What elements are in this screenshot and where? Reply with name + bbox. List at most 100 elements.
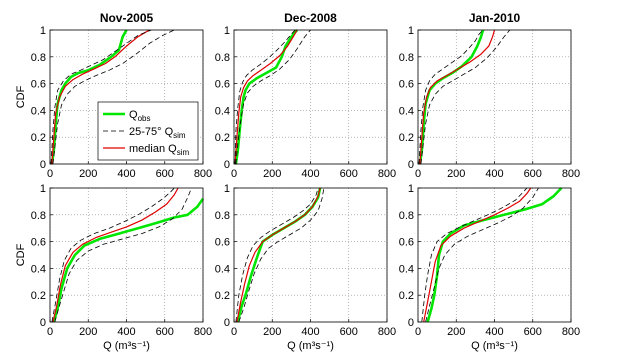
series-line-3 bbox=[418, 29, 484, 165]
y-tick-label: 1 bbox=[408, 183, 414, 195]
subplot-4: 0 200 400 600 800 0 0.2 0.4 0.6 0.8 1 CDF Q (m³s⁻¹) bbox=[15, 183, 212, 352]
legend-label: median Qsim bbox=[129, 143, 189, 157]
x-tick-label: 200 bbox=[79, 326, 97, 338]
series-line-1 bbox=[234, 29, 299, 165]
series-line-4 bbox=[420, 29, 511, 165]
x-tick-label: 0 bbox=[415, 168, 421, 180]
y-tick-label: 0.6 bbox=[215, 237, 230, 249]
y-tick-label: 0.8 bbox=[31, 210, 46, 222]
x-tick-label: 600 bbox=[340, 326, 358, 338]
y-tick-label: 0.8 bbox=[215, 210, 230, 222]
series-line-4 bbox=[54, 187, 192, 323]
y-tick-label: 1 bbox=[408, 25, 414, 37]
subplot-3: 0 200 400 600 800 0 0.2 0.4 0.6 0.8 1 Jan-2010 bbox=[399, 11, 580, 180]
legend: Qobs 25-75° Qsim median Qsim bbox=[97, 101, 199, 161]
series-line-4 bbox=[235, 29, 311, 165]
x-tick-label: 800 bbox=[378, 168, 396, 180]
y-tick-label: 0.2 bbox=[31, 290, 46, 302]
x-tick-label: 200 bbox=[79, 168, 97, 180]
x-tick-label: 0 bbox=[231, 326, 237, 338]
x-tick-label: 400 bbox=[117, 168, 135, 180]
y-tick-label: 0.8 bbox=[215, 52, 230, 64]
y-tick-label: 0.4 bbox=[31, 105, 46, 117]
series-line-3 bbox=[421, 187, 528, 323]
y-tick-label: 0.8 bbox=[399, 210, 414, 222]
y-tick-label: 0.4 bbox=[31, 263, 46, 275]
series-line-4 bbox=[238, 187, 325, 323]
x-axis-label: Q (m³s⁻¹) bbox=[103, 340, 150, 352]
x-tick-label: 200 bbox=[263, 326, 281, 338]
x-tick-label: 600 bbox=[524, 168, 542, 180]
x-tick-label: 800 bbox=[194, 326, 212, 338]
x-tick-label: 600 bbox=[340, 168, 358, 180]
y-tick-label: 0.8 bbox=[31, 52, 46, 64]
y-tick-label: 0.2 bbox=[215, 132, 230, 144]
series-line-4 bbox=[425, 187, 539, 323]
subplot-title: Nov-2005 bbox=[100, 11, 154, 25]
x-tick-label: 800 bbox=[562, 326, 580, 338]
series-line-3 bbox=[234, 29, 296, 165]
x-axis-label: Q (m³s⁻¹) bbox=[287, 340, 334, 352]
y-tick-label: 0.2 bbox=[399, 290, 414, 302]
series-line-3 bbox=[51, 187, 175, 323]
series-line-2 bbox=[51, 29, 150, 165]
series-line-2 bbox=[236, 187, 321, 323]
y-tick-label: 1 bbox=[40, 25, 46, 37]
x-tick-label: 200 bbox=[447, 168, 465, 180]
subplot-2: 0 200 400 600 800 0 0.2 0.4 0.6 0.8 1 Dec-2008 bbox=[215, 11, 396, 180]
y-tick-label: 1 bbox=[224, 183, 230, 195]
series-line-1 bbox=[52, 197, 205, 323]
legend-label: Qobs bbox=[129, 109, 150, 123]
y-tick-label: 0.8 bbox=[399, 52, 414, 64]
y-tick-label: 0 bbox=[224, 159, 230, 171]
x-tick-label: 400 bbox=[485, 168, 503, 180]
x-tick-label: 600 bbox=[156, 326, 174, 338]
series-line-1 bbox=[50, 29, 128, 165]
series-line-2 bbox=[423, 187, 532, 323]
y-tick-label: 0.6 bbox=[399, 79, 414, 91]
y-tick-label: 0.6 bbox=[215, 79, 230, 91]
y-axis-label: CDF bbox=[15, 85, 27, 108]
subplot-title: Jan-2010 bbox=[469, 11, 521, 25]
y-tick-label: 0 bbox=[408, 159, 414, 171]
y-tick-label: 0 bbox=[40, 159, 46, 171]
subplot-title: Dec-2008 bbox=[284, 11, 337, 25]
x-tick-label: 200 bbox=[447, 326, 465, 338]
y-tick-label: 0.2 bbox=[215, 290, 230, 302]
series-line-3 bbox=[50, 29, 152, 165]
y-tick-label: 0.6 bbox=[399, 237, 414, 249]
subplot-1: 0 200 400 600 800 0 0.2 0.4 0.6 0.8 1 Nov-2005 CDF Qo… bbox=[15, 11, 212, 180]
x-tick-label: 0 bbox=[47, 326, 53, 338]
legend-label: 25-75° Qsim bbox=[129, 126, 186, 140]
y-tick-label: 0.6 bbox=[31, 79, 46, 91]
x-tick-label: 400 bbox=[485, 326, 503, 338]
x-tick-label: 0 bbox=[47, 168, 53, 180]
y-axis-label: CDF bbox=[15, 243, 27, 266]
y-tick-label: 0.2 bbox=[399, 132, 414, 144]
series-line-1 bbox=[426, 187, 563, 323]
x-tick-label: 400 bbox=[301, 168, 319, 180]
series-line-4 bbox=[52, 29, 175, 165]
x-tick-label: 800 bbox=[378, 326, 396, 338]
y-tick-label: 0.4 bbox=[215, 263, 230, 275]
y-tick-label: 1 bbox=[40, 183, 46, 195]
x-tick-label: 0 bbox=[231, 168, 237, 180]
series-line-2 bbox=[52, 187, 179, 323]
y-tick-label: 0 bbox=[40, 317, 46, 329]
x-tick-label: 800 bbox=[562, 168, 580, 180]
y-tick-label: 1 bbox=[224, 25, 230, 37]
x-axis-label: Q (m³s⁻¹) bbox=[471, 340, 518, 352]
series-line-2 bbox=[419, 29, 496, 165]
y-tick-label: 0.4 bbox=[399, 263, 414, 275]
subplot-5: 0 200 400 600 800 0 0.2 0.4 0.6 0.8 1 Q (m³s⁻¹) bbox=[215, 183, 396, 352]
series-line-2 bbox=[234, 29, 298, 165]
x-tick-label: 200 bbox=[263, 168, 281, 180]
y-tick-label: 0 bbox=[224, 317, 230, 329]
x-tick-label: 600 bbox=[524, 326, 542, 338]
y-tick-label: 0.2 bbox=[31, 132, 46, 144]
y-tick-label: 0.4 bbox=[399, 105, 414, 117]
y-tick-label: 0.4 bbox=[215, 105, 230, 117]
x-tick-label: 400 bbox=[301, 326, 319, 338]
x-tick-label: 0 bbox=[415, 326, 421, 338]
